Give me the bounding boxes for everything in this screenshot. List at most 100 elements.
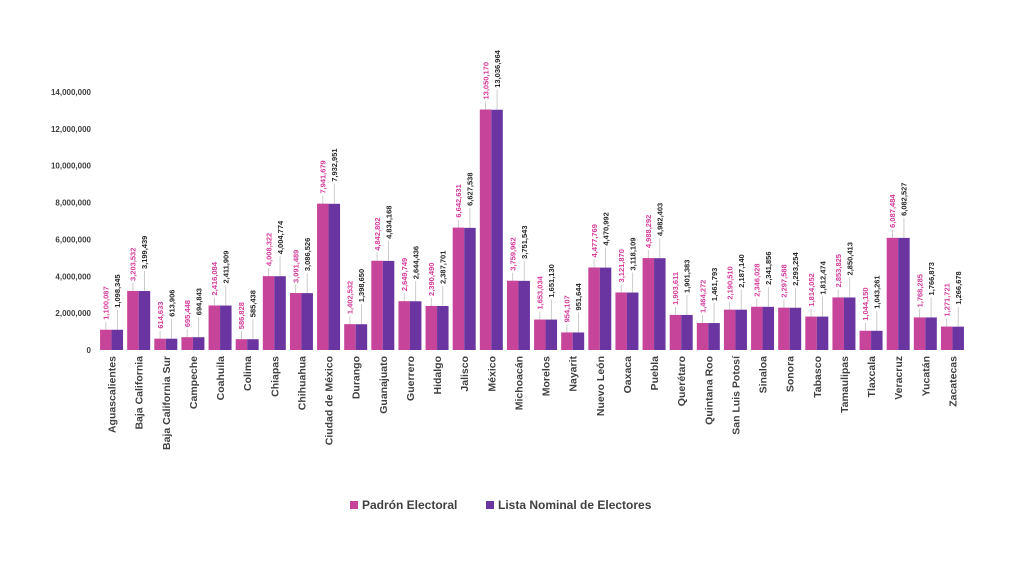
data-label: 1,461,793 [710,268,719,301]
bar [328,203,341,350]
bar [913,317,926,350]
data-label: 1,903,611 [671,272,680,305]
bar [247,339,259,350]
bar [355,324,368,350]
x-category-label: Durango [351,356,363,399]
x-category-label: Querétaro [676,356,688,406]
x-category-label: Baja California [134,356,146,430]
data-label: 2,644,436 [411,246,420,279]
y-axis: 0 2,000,000 4,000,000 6,000,000 8,000,000 10,… [51,88,92,355]
bar [696,323,709,350]
bar [778,307,790,350]
data-label: 4,008,322 [264,233,273,266]
data-label: 2,649,749 [400,258,409,291]
bar [642,258,655,350]
bar [165,338,178,350]
bar [952,326,964,350]
data-label: 694,843 [194,288,203,315]
legend-swatch [486,501,494,509]
data-label: 3,121,870 [617,249,626,282]
data-label: 3,203,532 [129,248,138,281]
bar [751,306,763,350]
x-category-label: Baja California Sur [161,356,173,450]
bar [572,332,585,350]
x-category-label: Michoacán [513,356,525,410]
data-label: 6,642,631 [454,184,463,217]
x-category-label: Tamaulipas [839,356,851,413]
data-label: 1,100,087 [102,286,111,319]
bar [816,316,829,350]
x-category-label: Guerrero [405,356,417,401]
data-label: 4,988,292 [644,215,653,248]
bar [235,339,248,350]
data-label: 2,346,028 [753,263,762,296]
bar [871,330,883,350]
x-category-label: Yucatán [920,356,932,396]
bar [669,314,682,350]
y-tick-label: 4,000,000 [55,272,91,281]
data-label: 2,416,084 [210,261,219,295]
data-label: 1,402,532 [346,281,355,314]
data-label: 695,448 [183,300,192,327]
data-label: 13,050,170 [481,62,490,100]
bar [425,305,438,350]
bar [479,109,492,350]
data-label: 614,633 [156,302,165,329]
x-category-label: Nayarit [568,356,580,392]
bar [735,309,747,350]
x-category-label: México [486,356,498,392]
bar [832,297,844,350]
data-label: 2,297,588 [780,264,789,297]
data-label: 1,398,650 [357,269,366,302]
data-label: 2,853,825 [834,254,843,287]
bars [100,109,964,350]
bar [491,109,503,350]
x-category-label: Puebla [649,356,661,391]
bar [518,280,530,350]
x-category-label: Tabasco [812,356,824,398]
data-label: 1,271,721 [942,283,951,316]
bar [262,276,275,350]
x-category-label: Campeche [188,356,200,409]
bar [654,258,666,350]
bar [100,329,112,350]
data-label: 7,941,679 [319,160,328,193]
bar [898,237,910,350]
data-label: 3,118,109 [628,238,637,271]
bar [181,337,193,350]
bar [289,293,302,350]
x-category-label: Ciudad de México [324,356,336,445]
bar [506,280,519,350]
data-label: 13,036,964 [493,49,502,87]
legend-swatch [350,501,358,509]
data-label: 585,438 [249,290,258,317]
bar [274,276,286,350]
data-label: 1,044,150 [861,287,870,320]
data-label: 586,828 [237,302,246,329]
data-label: 1,901,383 [683,260,692,293]
y-tick-label: 2,000,000 [55,309,91,318]
data-label: 6,627,538 [466,172,475,205]
data-label: 4,842,802 [373,217,382,250]
bar [154,338,166,350]
bar [545,319,558,350]
data-label: 2,293,254 [791,252,800,286]
data-label: 2,387,701 [439,251,448,284]
data-label: 3,199,439 [140,236,149,269]
x-category-label: Zacatecas [947,356,959,407]
data-label: 2,341,856 [764,251,773,284]
x-category-label: San Luis Potosí [730,355,742,435]
bar [111,329,124,350]
data-label: 1,464,272 [698,280,707,313]
data-label: 613,906 [167,290,176,317]
bar [371,260,383,350]
bar [220,305,232,350]
y-tick-label: 8,000,000 [55,199,91,208]
y-tick-label: 14,000,000 [51,88,92,97]
data-label: 2,190,510 [725,266,734,299]
x-axis: Aguascalientes Baja California Baja Califo… [107,355,960,450]
bar [789,307,802,350]
y-tick-label: 6,000,000 [55,235,91,244]
data-label: 3,751,543 [520,225,529,258]
bar [398,301,410,350]
